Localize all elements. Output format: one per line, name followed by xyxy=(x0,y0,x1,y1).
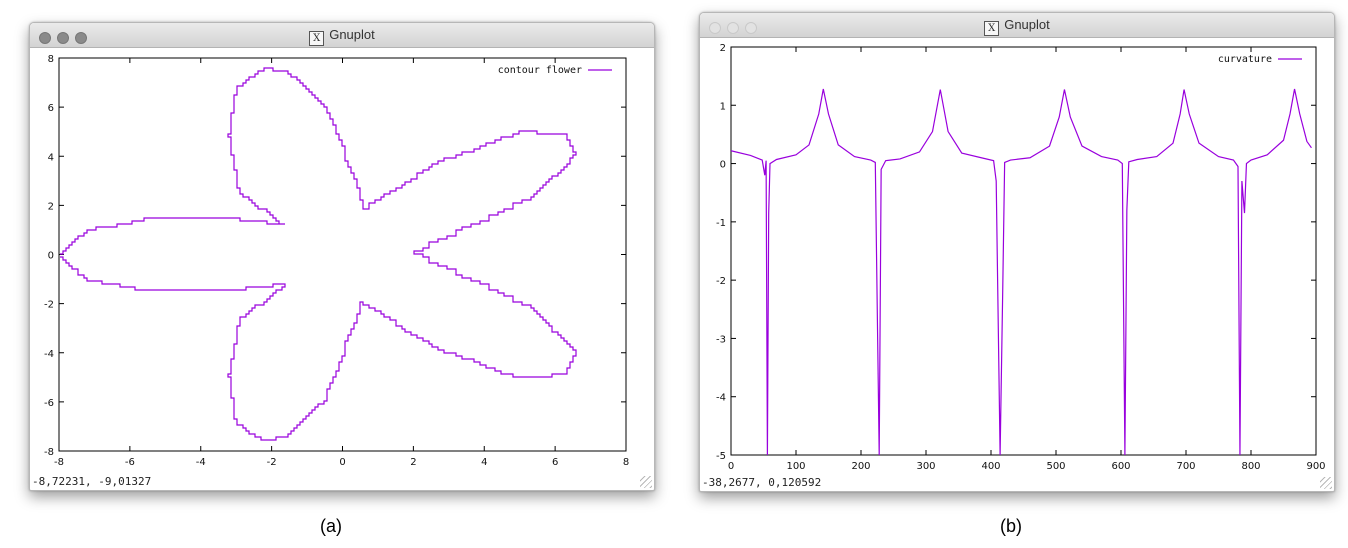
zoom-window-button[interactable] xyxy=(75,32,87,44)
y-tick-label: -8 xyxy=(44,447,54,458)
legend-label: contour flower xyxy=(498,65,582,76)
y-tick-label: 0 xyxy=(720,160,726,171)
cursor-coordinates-readout: -8,72231, -9,01327 xyxy=(32,475,152,488)
series-line xyxy=(60,67,577,441)
y-tick-label: -4 xyxy=(716,393,726,404)
zoom-window-button[interactable] xyxy=(745,22,757,34)
x-tick-label: 4 xyxy=(481,457,487,468)
y-tick-label: 8 xyxy=(48,54,54,65)
y-tick-label: 1 xyxy=(720,101,726,112)
x-tick-label: 0 xyxy=(339,457,345,468)
y-tick-label: -3 xyxy=(716,334,726,345)
window-controls xyxy=(39,29,93,48)
y-tick-label: -2 xyxy=(44,300,54,311)
y-tick-label: 6 xyxy=(48,103,54,114)
x-tick-label: -8 xyxy=(54,457,64,468)
x-tick-label: 700 xyxy=(1176,461,1195,472)
x-tick-label: -2 xyxy=(267,457,277,468)
x11-icon: X xyxy=(309,31,325,46)
curvature-plot[interactable]: 0 100 200 300 400 500 600 700 800 900 2 1 0 -1 -2 -3 -4 -… xyxy=(700,37,1335,489)
x-tick-label: 8 xyxy=(623,457,629,468)
title-bar[interactable]: X Gnuplot xyxy=(30,23,654,48)
y-tick-label: -4 xyxy=(44,349,54,360)
window-title-text: Gnuplot xyxy=(329,27,375,42)
cursor-coordinates-readout: -38,2677, 0,120592 xyxy=(702,476,822,489)
x-tick-label: 100 xyxy=(786,461,805,472)
x-tick-label: 900 xyxy=(1306,461,1325,472)
resize-grip-icon[interactable] xyxy=(640,476,652,488)
gnuplot-window-b: X Gnuplot 0 100 200 300 400 500 600 700 800 900 2 1 0… xyxy=(699,12,1335,492)
y-tick-label: -6 xyxy=(44,398,54,409)
x-tick-label: 300 xyxy=(916,461,935,472)
y-tick-label: 2 xyxy=(48,201,54,212)
figure-caption-b: (b) xyxy=(1000,516,1022,536)
close-window-button[interactable] xyxy=(709,22,721,34)
x-tick-label: 800 xyxy=(1241,461,1260,472)
legend-label: curvature xyxy=(1218,54,1272,65)
title-bar[interactable]: X Gnuplot xyxy=(700,13,1334,38)
plot-border xyxy=(730,46,1317,456)
x-tick-label: -4 xyxy=(196,457,206,468)
y-tick-label: -2 xyxy=(716,276,726,287)
gnuplot-window-a: X Gnuplot -8 -6 -4 -2 0 2 4 6 8 8 6 4 2 0 -2 -4 -6 -8 conto… xyxy=(29,22,655,491)
x-tick-label: 0 xyxy=(728,461,734,472)
x-tick-label: 600 xyxy=(1111,461,1130,472)
x-tick-label: -6 xyxy=(125,457,135,468)
minimize-window-button[interactable] xyxy=(57,32,69,44)
y-tick-label: 0 xyxy=(48,251,54,262)
figure-caption-a: (a) xyxy=(320,516,342,536)
y-tick-label: 4 xyxy=(48,152,54,163)
x-tick-label: 6 xyxy=(552,457,558,468)
window-title: X Gnuplot xyxy=(700,17,1334,36)
series-line xyxy=(730,88,1312,456)
window-title: X Gnuplot xyxy=(30,27,654,46)
x-tick-label: 200 xyxy=(851,461,870,472)
plot-border xyxy=(58,57,627,452)
resize-grip-icon[interactable] xyxy=(1320,477,1332,489)
y-tick-label: 2 xyxy=(720,43,726,54)
window-title-text: Gnuplot xyxy=(1004,17,1050,32)
x-tick-label: 400 xyxy=(981,461,1000,472)
minimize-window-button[interactable] xyxy=(727,22,739,34)
x-tick-label: 2 xyxy=(410,457,416,468)
window-controls xyxy=(709,19,763,38)
flower-contour-plot[interactable]: -8 -6 -4 -2 0 2 4 6 8 8 6 4 2 0 -2 -4 -6 -8 contour flower xyxy=(30,47,655,487)
y-tick-label: -5 xyxy=(716,451,726,462)
x-tick-label: 500 xyxy=(1046,461,1065,472)
y-tick-label: -1 xyxy=(716,218,726,229)
x11-icon: X xyxy=(984,21,1000,36)
close-window-button[interactable] xyxy=(39,32,51,44)
